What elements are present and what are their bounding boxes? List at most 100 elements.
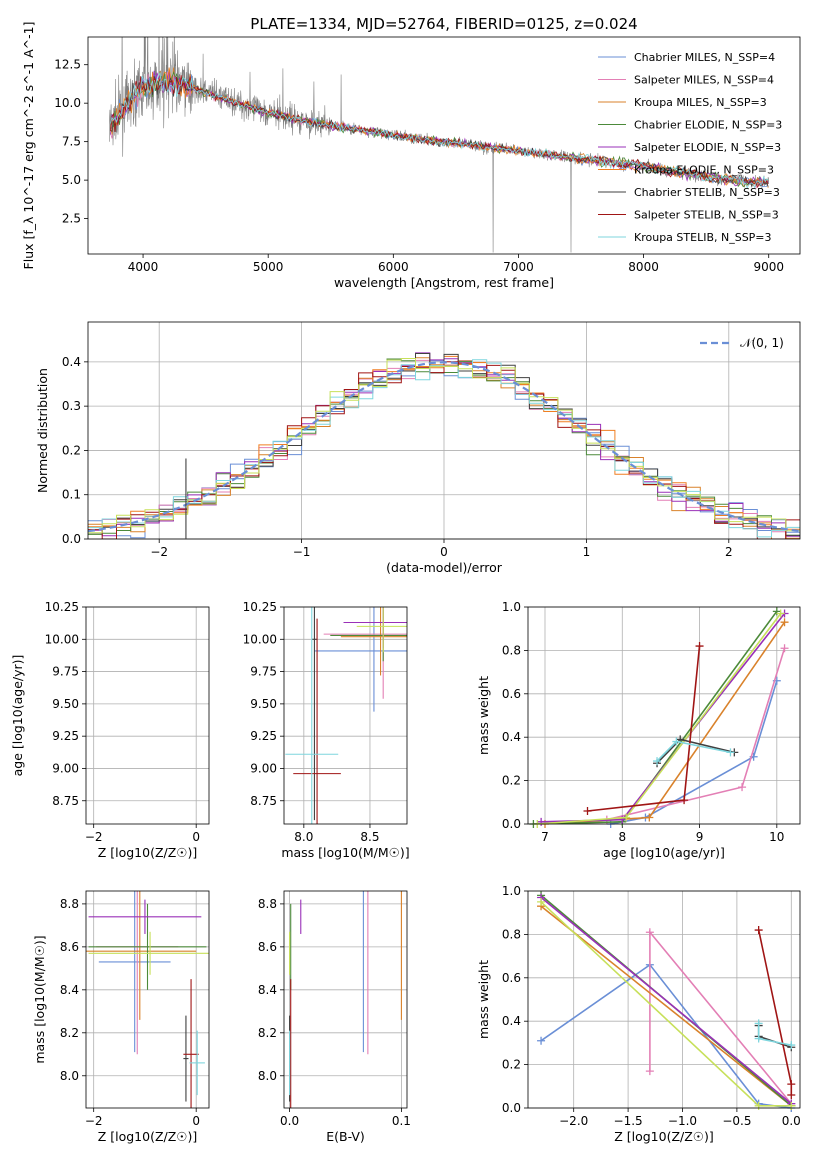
y-tick-label: 8.2 [258,1026,277,1040]
mass-weight-line [649,929,792,1105]
plus-marker [583,806,592,815]
mass-weight-line [587,646,701,812]
y-tick-label: 9.00 [52,761,79,775]
legend-entry: Chabrier MILES, N_SSP=4 [634,51,775,64]
plus-marker [645,928,654,937]
x-axis-label: mass [log10(M/M☉)] [281,845,409,860]
y-tick-label: 0.0 [502,817,521,831]
x-axis-label: wavelength [Angstrom, rest frame] [334,275,554,290]
errorbar-point [107,559,153,688]
x-tick-label: 0 [192,1114,200,1128]
x-tick-label: 2 [725,545,733,559]
mass-weight-vs-metallicity-panel: −2.0 −1.5 −1.0 −0.5 0.0 0.0 0.2 0.4 0.6 0.8 1.0 Z [… [476,884,801,1144]
y-tick-label: 8.6 [60,940,79,954]
errorbar-point [190,752,205,757]
y-tick-label: 10.0 [54,96,81,110]
errorbar-point [88,899,202,934]
plus-marker [672,737,681,746]
mass-vs-metallicity-panel-frame [85,890,210,1109]
errorbar-point [98,891,171,1053]
x-tick-label: −1.0 [668,1114,697,1128]
errorbar-point [293,618,341,824]
x-tick-label: −2.0 [559,1114,588,1128]
spectrum-frame [87,36,801,255]
y-tick-label: 12.5 [54,58,81,72]
plus-marker [537,1036,546,1045]
mass-weight-line [544,621,786,824]
plus-marker [738,783,747,792]
x-tick-label: −0.5 [722,1114,751,1128]
y-tick-label: 9.75 [52,665,79,679]
mass-vs-extinction-panel-frame [283,890,408,1109]
errorbar-point [88,903,207,990]
plus-marker [653,757,662,766]
mass-weight-vs-age-panel-frame [527,606,801,825]
x-tick-label: 1 [583,545,591,559]
x-tick-label: 0 [440,545,448,559]
residual-panel: −2 −1 0 1 2 0.0 0.1 0.2 0.3 0.4 (data-model)/error… [35,321,801,575]
errorbar-point [185,458,187,539]
errorbar-point [183,979,199,1108]
x-tick-label: 5000 [253,260,284,274]
errorbar-point [314,607,407,712]
errorbar-point [356,607,407,653]
y-tick-label: 8.75 [52,794,79,808]
plus-marker [780,644,789,653]
legend-entry: 𝒩(0, 1) [740,336,784,350]
errorbar-point [189,1030,205,1096]
plus-marker [787,1101,796,1110]
y-tick-label: 1.0 [502,600,521,614]
y-tick-label: 9.25 [250,729,277,743]
age-vs-mass-panel: 8.0 8.5 8.75 9.00 9.25 9.50 9.75 10.00 10.25 mass… [243,600,410,860]
y-axis-label: Flux [f_λ 10^-17 erg cm^-2 s^-1 A^-1] [21,22,36,270]
y-tick-label: 8.2 [60,1026,79,1040]
legend-entry: Salpeter ELODIE, N_SSP=3 [634,141,781,154]
errorbar-point [89,611,212,663]
errorbar-point [340,607,407,676]
plus-marker [754,1101,763,1110]
x-axis-label: age [log10(age/yr)] [603,845,725,860]
x-tick-label: 8.5 [360,830,379,844]
x-tick-label: 9000 [753,260,784,274]
legend-entry: Chabrier STELIB, N_SSP=3 [634,186,780,199]
mass-weight-line [540,963,792,1108]
plus-marker [645,1067,654,1076]
spectrum-title: PLATE=1334, MJD=52764, FIBERID=0125, z=0… [250,15,637,33]
y-tick-label: 0.2 [502,1058,521,1072]
legend-entry: Kroupa ELODIE, N_SSP=3 [634,164,774,177]
spectrum-panel: 4000 5000 6000 7000 8000 9000 2.5 5.0 7.5 10.0 12.… [21,15,801,290]
y-tick-label: 10.00 [243,632,277,646]
legend-entry: Salpeter MILES, N_SSP=4 [634,74,774,87]
x-tick-label: 0.0 [782,1114,801,1128]
y-tick-label: 9.25 [52,729,79,743]
model-spectrum [110,70,769,187]
plus-marker [787,1090,796,1099]
x-tick-label: −2 [85,1114,103,1128]
y-tick-label: 10.25 [243,600,277,614]
mass-vs-extinction-panel: 0.0 0.1 8.0 8.2 8.4 8.6 8.8 E(B-V) [258,890,411,1144]
y-tick-label: 8.75 [250,794,277,808]
plus-marker [754,1034,763,1043]
x-axis-label: (data-model)/error [386,560,503,575]
legend-entry: Chabrier ELODIE, N_SSP=3 [634,119,782,132]
mass-weight-line [540,896,792,1105]
plus-marker [726,748,735,757]
errorbar-point [89,597,202,649]
plus-marker [645,813,654,822]
x-axis-label: Z [log10(Z/Z☉)] [98,1129,198,1144]
residual-frame [87,321,801,540]
y-tick-label: 0.0 [62,532,81,546]
x-tick-label: 7000 [503,260,534,274]
x-tick-label: 0.1 [392,1114,411,1128]
y-tick-label: 0.3 [62,399,81,413]
y-axis-label: Normed distribution [35,368,50,493]
y-tick-label: 9.50 [52,697,79,711]
mass-weight-line [533,610,778,824]
y-tick-label: 0.4 [62,355,81,369]
age-vs-metallicity-panel-frame [85,606,210,825]
normal-curve [88,361,800,533]
x-tick-label: −2 [150,545,168,559]
x-tick-label: 0.0 [280,1114,299,1128]
errorbar-point [86,891,197,1020]
y-tick-label: 0.8 [502,643,521,657]
